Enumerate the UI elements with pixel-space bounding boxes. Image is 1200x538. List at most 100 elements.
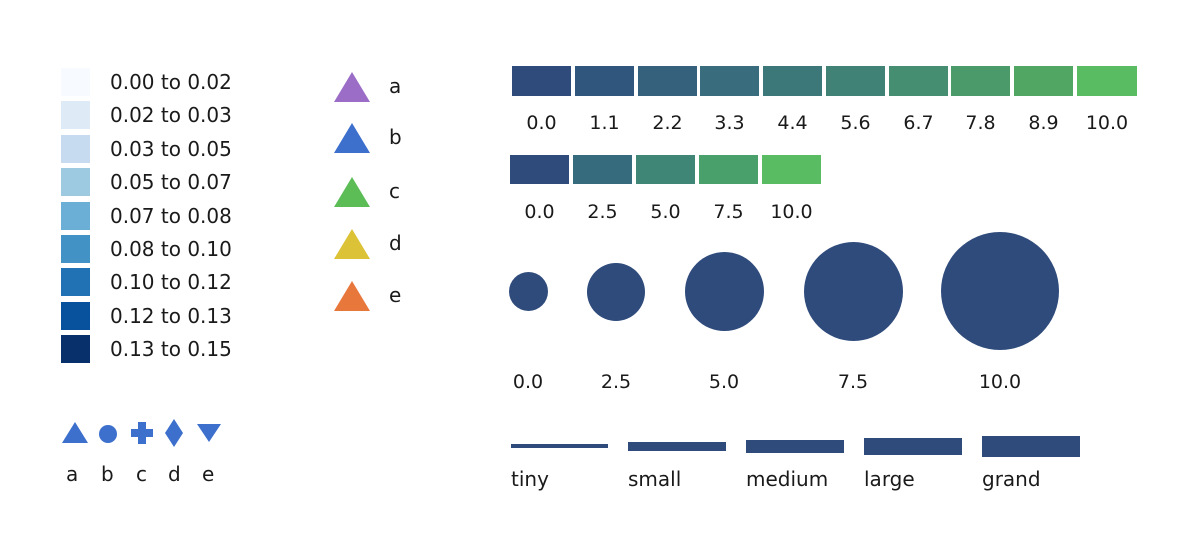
line-width-sample [864, 438, 962, 455]
scale-label: 0.0 [524, 201, 555, 223]
scale-label: 5.6 [840, 112, 871, 134]
legend-item: d [333, 227, 413, 267]
symbol-label: a [66, 462, 79, 486]
line-width-sample [746, 440, 844, 453]
scale-label: 2.5 [587, 201, 618, 223]
color-scale-cell [699, 155, 758, 184]
symbol-label: e [202, 462, 215, 486]
size-label: 0.0 [512, 371, 544, 393]
legend-item: 0.10 to 0.12 [61, 268, 261, 301]
line-width-label: tiny [511, 467, 549, 491]
color-scale-cell [636, 155, 695, 184]
line-width-label: small [628, 467, 682, 491]
size-circle [804, 242, 903, 341]
size-circle [941, 232, 1059, 350]
color-swatch [61, 135, 90, 163]
size-label: 5.0 [708, 371, 740, 393]
triangle-icon [334, 229, 370, 259]
symbol-label: c [136, 462, 147, 486]
color-swatch [61, 335, 90, 363]
color-swatch [61, 302, 90, 330]
color-swatch [61, 268, 90, 296]
line-width-label: large [864, 467, 915, 491]
triangle-down-icon [197, 424, 221, 442]
legend-item: 0.03 to 0.05 [61, 135, 261, 168]
scale-label: 1.1 [589, 112, 620, 134]
scale-label: 10.0 [770, 201, 813, 223]
scale-label: 3.3 [714, 112, 745, 134]
color-scale-cell [762, 155, 821, 184]
color-scale-cell [638, 66, 697, 96]
scale-label: 4.4 [777, 112, 808, 134]
legend-label: 0.10 to 0.12 [110, 270, 232, 294]
color-scale-cell [951, 66, 1010, 96]
legend-label: c [389, 179, 400, 203]
symbol-label: b [101, 462, 114, 486]
color-scale-cell [1014, 66, 1073, 96]
color-scale-cell [763, 66, 822, 96]
color-scale-cell [510, 155, 569, 184]
legend-label: d [389, 231, 402, 255]
size-label: 2.5 [600, 371, 632, 393]
scale-label: 10.0 [1085, 112, 1129, 134]
legend-item: 0.02 to 0.03 [61, 101, 261, 134]
triangle-up-icon [62, 422, 88, 443]
color-swatch [61, 235, 90, 263]
line-width-sample [628, 442, 726, 451]
color-scale-cell [889, 66, 948, 96]
size-circle [685, 252, 764, 331]
triangle-icon [334, 177, 370, 207]
legend-item: b [333, 121, 413, 161]
legend-label: 0.02 to 0.03 [110, 103, 232, 127]
legend-label: e [389, 283, 402, 307]
size-label: 10.0 [978, 371, 1022, 393]
size-circle [587, 263, 645, 321]
legend-item: 0.12 to 0.13 [61, 302, 261, 335]
line-width-label: medium [746, 467, 829, 491]
legend-item: 0.05 to 0.07 [61, 168, 261, 201]
scale-label: 0.0 [526, 112, 557, 134]
color-scale-cell [575, 66, 634, 96]
legend-label: 0.13 to 0.15 [110, 337, 232, 361]
legend-label: 0.07 to 0.08 [110, 204, 232, 228]
scale-label: 6.7 [903, 112, 934, 134]
legend-label: 0.03 to 0.05 [110, 137, 232, 161]
plus-icon [131, 422, 153, 444]
legend-item: 0.13 to 0.15 [61, 335, 261, 368]
legend-item: 0.00 to 0.02 [61, 68, 261, 101]
legend-item: 0.07 to 0.08 [61, 202, 261, 235]
circle-icon [99, 425, 117, 443]
color-swatch [61, 101, 90, 129]
legend-label: 0.08 to 0.10 [110, 237, 232, 261]
line-width-label: grand [982, 467, 1041, 491]
color-swatch [61, 202, 90, 230]
symbol-label: d [168, 462, 181, 486]
triangle-icon [334, 123, 370, 153]
legend-item: 0.08 to 0.10 [61, 235, 261, 268]
color-swatch [61, 68, 90, 96]
triangle-icon [334, 72, 370, 102]
color-scale-cell [512, 66, 571, 96]
legend-label: a [389, 74, 402, 98]
scale-label: 2.2 [652, 112, 683, 134]
triangle-icon [334, 281, 370, 311]
line-width-sample [982, 436, 1080, 457]
legend-item: a [333, 70, 413, 110]
legend-label: b [389, 125, 402, 149]
color-scale-cell [826, 66, 885, 96]
size-label: 7.5 [837, 371, 869, 393]
diamond-icon [165, 419, 183, 447]
color-scale-cell [573, 155, 632, 184]
scale-label: 5.0 [650, 201, 681, 223]
color-scale-cell [1077, 66, 1137, 96]
legend-label: 0.12 to 0.13 [110, 304, 232, 328]
color-swatch [61, 168, 90, 196]
line-width-sample [511, 444, 608, 448]
legend-label: 0.05 to 0.07 [110, 170, 232, 194]
scale-label: 7.5 [713, 201, 744, 223]
legend-label: 0.00 to 0.02 [110, 70, 232, 94]
scale-label: 8.9 [1028, 112, 1059, 134]
legend-item: c [333, 175, 413, 215]
color-scale-cell [700, 66, 759, 96]
size-circle [509, 272, 548, 311]
